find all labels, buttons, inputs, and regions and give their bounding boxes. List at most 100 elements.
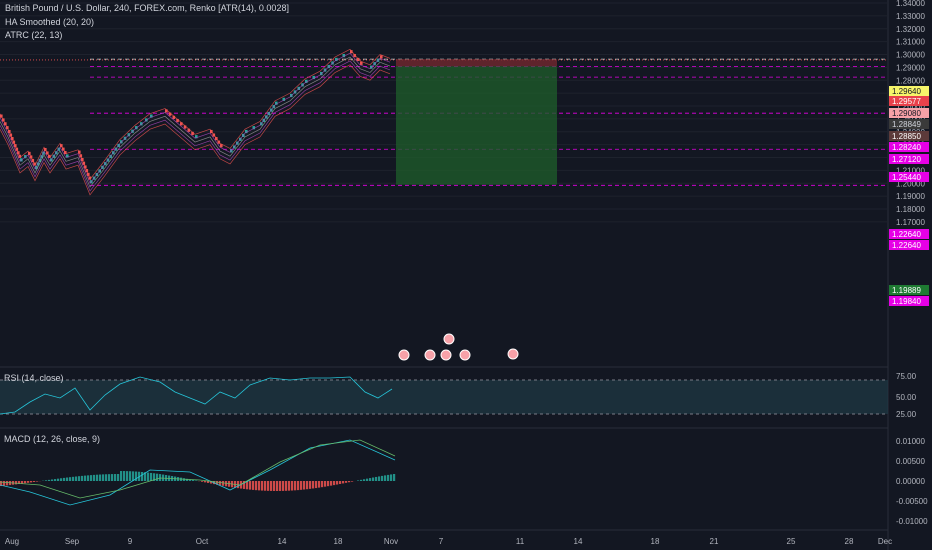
price-tag	[889, 108, 929, 118]
time-axis-label: 25	[787, 537, 796, 546]
macd-bar	[345, 481, 348, 483]
renko-brick	[191, 131, 194, 136]
time-axis-label: 7	[439, 537, 444, 546]
renko-brick	[252, 126, 256, 130]
macd-bar	[384, 475, 387, 481]
price-tag-text: 1.27120	[892, 155, 921, 164]
rsi-label[interactable]: RSI (14, close)	[4, 373, 64, 383]
macd-bar	[312, 481, 315, 489]
price-axis-label: 1.33000	[896, 12, 925, 21]
macd-bar	[342, 481, 345, 484]
price-axis-label: 1.32000	[896, 25, 925, 34]
price-tag	[889, 240, 929, 250]
price-tag-text: 1.29080	[892, 109, 921, 118]
macd-bar	[69, 477, 72, 481]
price-axis-label: 1.28000	[896, 76, 925, 85]
macd-bar	[189, 479, 192, 481]
macd-bar	[219, 481, 222, 486]
macd-bar	[135, 471, 138, 481]
macd-bar	[216, 481, 219, 485]
renko-brick	[180, 122, 183, 126]
time-axis-label: 9	[128, 537, 133, 546]
macd-bar	[186, 478, 189, 481]
event-marker	[507, 348, 519, 360]
macd-bar	[285, 481, 288, 491]
macd-bar	[378, 476, 381, 481]
price-axis-label: 1.34000	[896, 0, 925, 8]
macd-bar	[327, 481, 330, 487]
renko-brick	[350, 50, 353, 54]
macd-bar	[84, 475, 87, 481]
band-line	[0, 64, 391, 196]
time-axis-label: 21	[710, 537, 719, 546]
macd-bar	[147, 472, 150, 481]
price-axis-label: 1.26000	[896, 102, 925, 111]
signal-line	[0, 439, 396, 499]
renko-brick	[145, 118, 148, 122]
price-tag	[889, 142, 929, 152]
macd-bar	[273, 481, 276, 491]
macd-axis-label: 0.00500	[896, 457, 925, 466]
macd-bar	[318, 481, 321, 488]
macd-bar	[45, 480, 48, 481]
price-axis-label: 1.19000	[896, 192, 925, 201]
macd-bar	[99, 474, 102, 481]
renko-brick	[66, 154, 69, 158]
macd-bar	[57, 478, 60, 481]
macd-axis-label: 0.00000	[896, 477, 925, 486]
event-marker	[398, 349, 410, 361]
renko-brick	[245, 129, 248, 134]
price-tag	[889, 86, 929, 96]
macd-axis-label: 0.01000	[896, 437, 925, 446]
renko-brick	[360, 61, 363, 65]
macd-bar	[183, 478, 186, 481]
macd-bar	[81, 475, 84, 481]
price-tag	[889, 172, 929, 182]
macd-bar	[192, 479, 195, 481]
renko-brick	[36, 162, 40, 166]
macd-bar	[3, 481, 6, 486]
renko-brick	[220, 144, 223, 148]
macd-bar	[291, 481, 294, 491]
renko-brick	[183, 125, 187, 129]
macd-bar	[255, 481, 258, 491]
macd-bar	[270, 481, 273, 491]
macd-bar	[279, 481, 282, 491]
macd-bar	[126, 471, 129, 481]
indicator-ha-smoothed[interactable]: HA Smoothed (20, 20)	[5, 17, 95, 27]
macd-bar	[306, 481, 309, 490]
macd-bar	[321, 481, 324, 488]
macd-bar	[141, 471, 144, 481]
macd-bar	[18, 481, 21, 484]
symbol-title[interactable]: British Pound / U.S. Dollar, 240, FOREX.…	[5, 3, 289, 13]
macd-axis-label: -0.01000	[896, 517, 928, 526]
macd-bar	[258, 481, 261, 491]
event-marker	[443, 333, 455, 345]
macd-bar	[333, 481, 336, 486]
macd-bar	[93, 474, 96, 481]
macd-bar	[150, 472, 153, 481]
macd-bar	[366, 478, 369, 481]
time-axis-label: Nov	[384, 537, 398, 546]
renko-brick	[168, 112, 172, 116]
renko-brick	[40, 155, 43, 159]
renko-brick	[35, 165, 38, 170]
macd-bar	[369, 478, 372, 481]
price-tag-text: 1.19889	[892, 286, 921, 295]
macd-label[interactable]: MACD (12, 26, close, 9)	[4, 434, 101, 444]
rsi-axis-label: 75.00	[896, 372, 917, 381]
renko-brick	[305, 79, 308, 83]
indicator-atrc[interactable]: ATRC (22, 13)	[5, 30, 63, 40]
macd-bar	[123, 471, 126, 481]
macd-bar	[315, 481, 318, 489]
macd-bar	[24, 481, 27, 484]
macd-bar	[63, 477, 66, 481]
rsi-axis-label: 25.00	[896, 410, 917, 419]
price-tag	[889, 131, 929, 141]
time-axis-label: Oct	[196, 537, 209, 546]
band-line	[0, 60, 391, 192]
macd-bar	[357, 480, 360, 481]
macd-bar	[48, 479, 51, 481]
macd-bar	[132, 471, 135, 481]
